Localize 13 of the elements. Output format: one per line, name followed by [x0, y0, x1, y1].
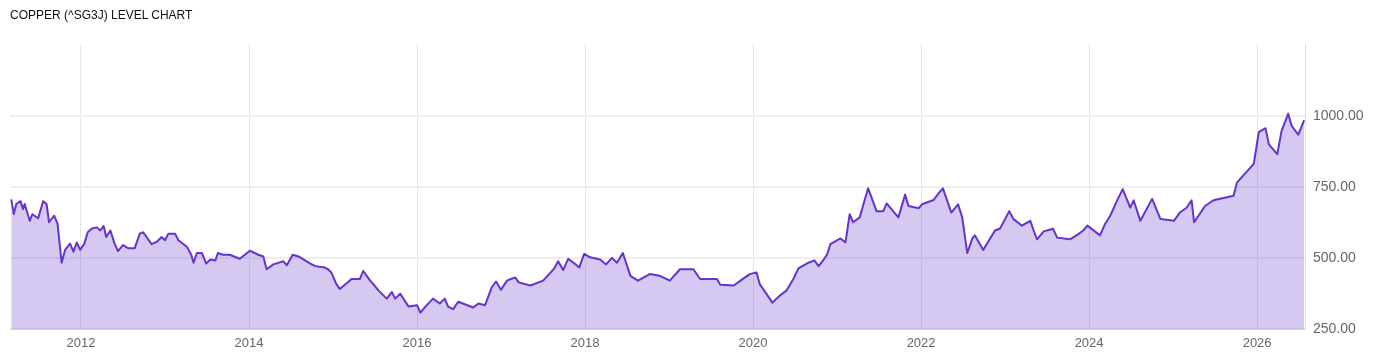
x-tick-label: 2022: [906, 334, 936, 350]
x-tick-label: 2020: [738, 334, 768, 350]
y-tick-label: 250.00: [1313, 320, 1357, 337]
y-tick-label: 750.00: [1313, 177, 1357, 194]
x-tick-label: 2012: [66, 334, 96, 350]
y-tick-label: 1000.00: [1313, 106, 1364, 123]
x-tick-label: 2016: [402, 334, 432, 350]
x-tick-label: 2026: [1242, 334, 1272, 350]
chart-title: COPPER (^SG3J) LEVEL CHART: [10, 8, 193, 22]
x-tick-label: 2014: [234, 334, 264, 350]
x-tick-label: 2018: [570, 334, 600, 350]
x-tick-label: 2024: [1074, 334, 1104, 350]
y-tick-label: 500.00: [1313, 249, 1357, 266]
